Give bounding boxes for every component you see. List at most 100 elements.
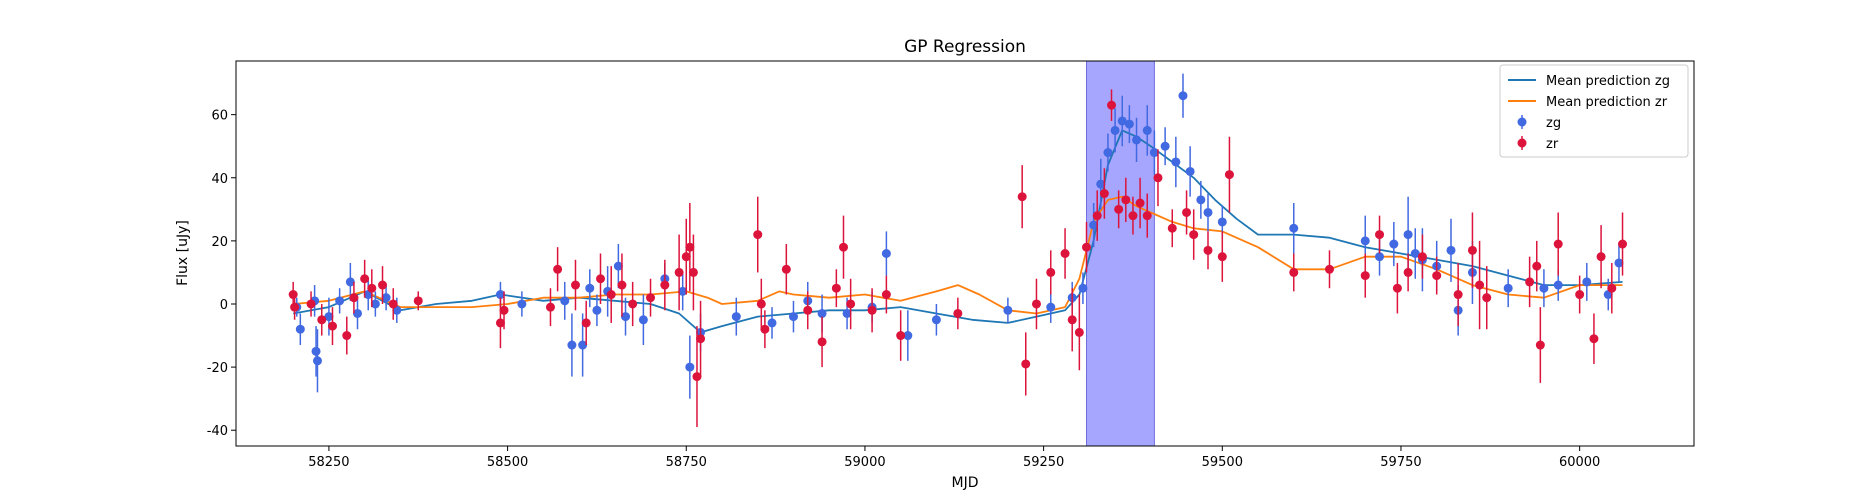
point-zr (1525, 256, 1535, 308)
point-zr (660, 259, 670, 311)
point-zg (881, 231, 891, 276)
point-zg (1132, 117, 1142, 162)
point-zr (1467, 212, 1477, 289)
point-zr (846, 278, 856, 330)
point-zr (646, 278, 656, 317)
point-zr (1475, 240, 1485, 330)
point-zr (867, 288, 877, 333)
point-zg (1110, 108, 1120, 153)
point-zg (1096, 158, 1106, 210)
y-axis-label: Flux [uJy] (175, 220, 191, 286)
point-zr (1289, 253, 1299, 292)
y-tick-label: 40 (211, 172, 228, 187)
point-zg (1539, 269, 1549, 308)
point-zr (545, 288, 555, 327)
point-zr (1128, 196, 1138, 235)
point-zr (349, 281, 359, 314)
point-zg (517, 291, 527, 317)
point-zg (788, 300, 798, 333)
point-zr (628, 281, 638, 327)
point-zg (621, 297, 631, 336)
point-zr (581, 300, 591, 346)
point-zg (1078, 272, 1088, 304)
point-zr (817, 316, 827, 368)
x-tick-label: 59750 (1380, 455, 1421, 470)
point-zg (345, 262, 355, 301)
point-zg (1171, 136, 1181, 188)
point-zr (388, 288, 398, 320)
point-zg (1124, 105, 1134, 144)
x-tick-label: 58750 (666, 455, 707, 470)
point-zr (831, 269, 841, 308)
point-zg (311, 326, 321, 377)
point-zr (896, 310, 906, 361)
point-zg (613, 244, 623, 289)
point-zr (1046, 250, 1056, 295)
point-zg (1503, 269, 1513, 308)
point-zg (1614, 244, 1624, 282)
point-zr (1074, 294, 1084, 371)
point-zr (1589, 313, 1599, 364)
point-zr (1325, 250, 1334, 289)
point-zr (1060, 228, 1070, 279)
point-zr (839, 215, 848, 279)
point-zr (681, 218, 691, 295)
point-zr (1099, 168, 1109, 219)
x-tick-label: 59250 (1023, 455, 1064, 470)
point-zr (1224, 136, 1234, 213)
point-zr (1031, 278, 1041, 330)
point-zr (696, 300, 706, 377)
chart-title: GP Regression (904, 37, 1026, 57)
x-tick-label: 58250 (308, 455, 349, 470)
point-zg (1149, 130, 1159, 175)
point-zr (1114, 190, 1124, 229)
point-zg (592, 294, 602, 327)
point-zr (553, 247, 563, 292)
point-zr (685, 203, 695, 292)
point-zr (688, 234, 698, 311)
point-zg (1289, 203, 1299, 254)
point-zr (1532, 240, 1542, 292)
point-zg (1142, 105, 1152, 156)
point-zr (1153, 149, 1163, 207)
point-zr (378, 266, 388, 304)
point-zr (674, 234, 684, 311)
y-tick-label: 20 (211, 235, 228, 250)
x-axis-label: MJD (952, 475, 979, 491)
point-zr (596, 253, 605, 304)
point-zr (495, 297, 505, 349)
x-tick-label: 59000 (844, 455, 885, 470)
point-zr (1135, 177, 1145, 229)
point-zg (1046, 291, 1056, 323)
point-zr (317, 303, 327, 336)
point-zr (1121, 177, 1131, 222)
point-zr (342, 316, 352, 355)
point-zg (1089, 203, 1099, 248)
y-tick-label: -20 (207, 361, 228, 376)
point-zr (327, 307, 337, 346)
point-zg (353, 297, 362, 330)
point-zg (638, 294, 648, 346)
point-zr (1392, 262, 1402, 314)
point-zr (760, 310, 770, 349)
point-zr (1607, 262, 1617, 314)
point-zr (360, 259, 370, 298)
y-tick-label: 0 (220, 298, 228, 313)
legend-marker (1517, 117, 1527, 127)
point-zg (731, 297, 741, 336)
point-zg (1410, 228, 1420, 279)
point-zr (1575, 275, 1585, 314)
point-zr (1217, 231, 1227, 282)
point-zr (1417, 234, 1427, 279)
point-zr (617, 253, 627, 317)
point-zr (753, 196, 763, 273)
y-tick-label: -40 (207, 424, 228, 439)
point-zr (1453, 262, 1463, 327)
point-zr (692, 326, 702, 428)
line-mean-prediction-zr (293, 195, 1623, 315)
legend-marker (1517, 138, 1527, 148)
point-zg (1117, 95, 1127, 147)
point-zg (1103, 133, 1113, 172)
point-zr (781, 244, 791, 295)
legend-label: zg (1546, 116, 1561, 131)
